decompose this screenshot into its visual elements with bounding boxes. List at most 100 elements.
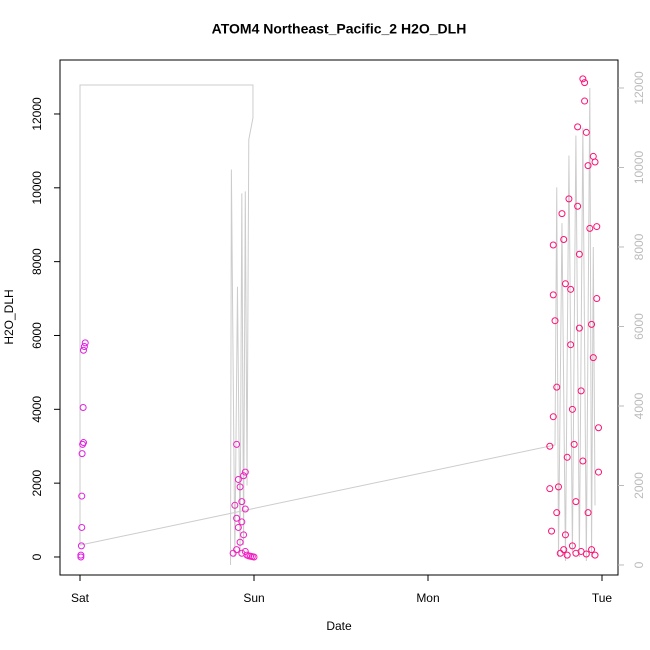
data-point [546, 442, 554, 450]
data-point [574, 123, 582, 131]
data-point [233, 546, 241, 554]
data-point [579, 457, 587, 465]
data-point [560, 235, 568, 243]
data-point [561, 280, 569, 288]
y2-tick-label: 0 [632, 561, 646, 568]
data-point [563, 453, 571, 461]
data-point [79, 403, 87, 411]
data-point [241, 468, 249, 476]
data-point [248, 553, 256, 561]
y-tick-label: 10000 [30, 171, 44, 205]
x-tick-label: Tue [592, 591, 613, 605]
data-point [77, 551, 85, 559]
data-point [245, 552, 253, 560]
chart-title: ATOM4 Northeast_Pacific_2 H2O_DLH [212, 21, 467, 37]
y-tick-label: 2000 [30, 469, 44, 496]
data-point [575, 250, 583, 258]
data-point [238, 498, 246, 506]
y2-tick-label: 4000 [632, 392, 646, 419]
data-point [80, 343, 88, 351]
data-point [591, 551, 599, 559]
data-point [582, 550, 590, 558]
data-point [577, 387, 585, 395]
y-tick-label: 8000 [30, 248, 44, 275]
data-point [581, 97, 589, 105]
data-point [561, 531, 569, 539]
data-point [79, 440, 87, 448]
data-point [81, 339, 89, 347]
data-point [565, 195, 573, 203]
data-point [234, 523, 242, 531]
y2-tick-label: 2000 [632, 472, 646, 499]
data-point [234, 475, 242, 483]
plot-frame [59, 59, 619, 576]
y-tick-label: 0 [30, 553, 44, 560]
data-point [549, 291, 557, 299]
data-point [579, 75, 587, 83]
data-point [563, 551, 571, 559]
data-point [560, 546, 568, 554]
x-axis-title: Date [326, 619, 352, 633]
data-point [584, 509, 592, 517]
data-point [546, 485, 554, 493]
data-point [554, 483, 562, 491]
data-point [553, 509, 561, 517]
data-point [581, 79, 589, 87]
data-point [549, 413, 557, 421]
data-point [229, 549, 237, 557]
data-point [79, 346, 87, 354]
data-point [568, 405, 576, 413]
x-tick-label: Sat [71, 591, 90, 605]
data-point [238, 518, 246, 526]
data-point [582, 128, 590, 136]
data-point [240, 531, 248, 539]
x-tick-label: Mon [416, 591, 439, 605]
x-tick-label: Sun [243, 591, 264, 605]
data-point [589, 354, 597, 362]
data-point [548, 527, 556, 535]
data-point [575, 324, 583, 332]
data-point [593, 223, 601, 231]
y-axis-title: H2O_DLH [2, 289, 16, 344]
data-point [588, 546, 596, 554]
data-point [584, 162, 592, 170]
y-tick-label: 6000 [30, 322, 44, 349]
data-point [236, 483, 244, 491]
data-point [78, 523, 86, 531]
data-point [595, 468, 603, 476]
data-point [591, 158, 599, 166]
data-point [567, 285, 575, 293]
data-point [78, 450, 86, 458]
data-point [241, 547, 249, 555]
data-point [568, 542, 576, 550]
y2-tick-label: 8000 [632, 233, 646, 260]
data-point [231, 501, 239, 509]
data-point [588, 320, 596, 328]
data-point [595, 424, 603, 432]
data-line [79, 84, 596, 565]
data-point [236, 538, 244, 546]
data-point [570, 440, 578, 448]
data-point [553, 383, 561, 391]
data-point [586, 224, 594, 232]
data-point [77, 542, 85, 550]
data-point [567, 341, 575, 349]
data-point [233, 440, 241, 448]
y2-tick-label: 6000 [632, 313, 646, 340]
data-point [558, 210, 566, 218]
data-point [241, 505, 249, 513]
y-tick-label: 12000 [30, 97, 44, 131]
data-point [551, 317, 559, 325]
data-point [77, 553, 85, 561]
data-point [233, 514, 241, 522]
y-tick-label: 4000 [30, 396, 44, 423]
data-point [240, 472, 248, 480]
data-point [78, 492, 86, 500]
data-point [572, 498, 580, 506]
data-point [556, 549, 564, 557]
data-point [593, 295, 601, 303]
data-point [549, 241, 557, 249]
y2-tick-label: 10000 [632, 150, 646, 184]
y2-tick-label: 12000 [632, 71, 646, 105]
